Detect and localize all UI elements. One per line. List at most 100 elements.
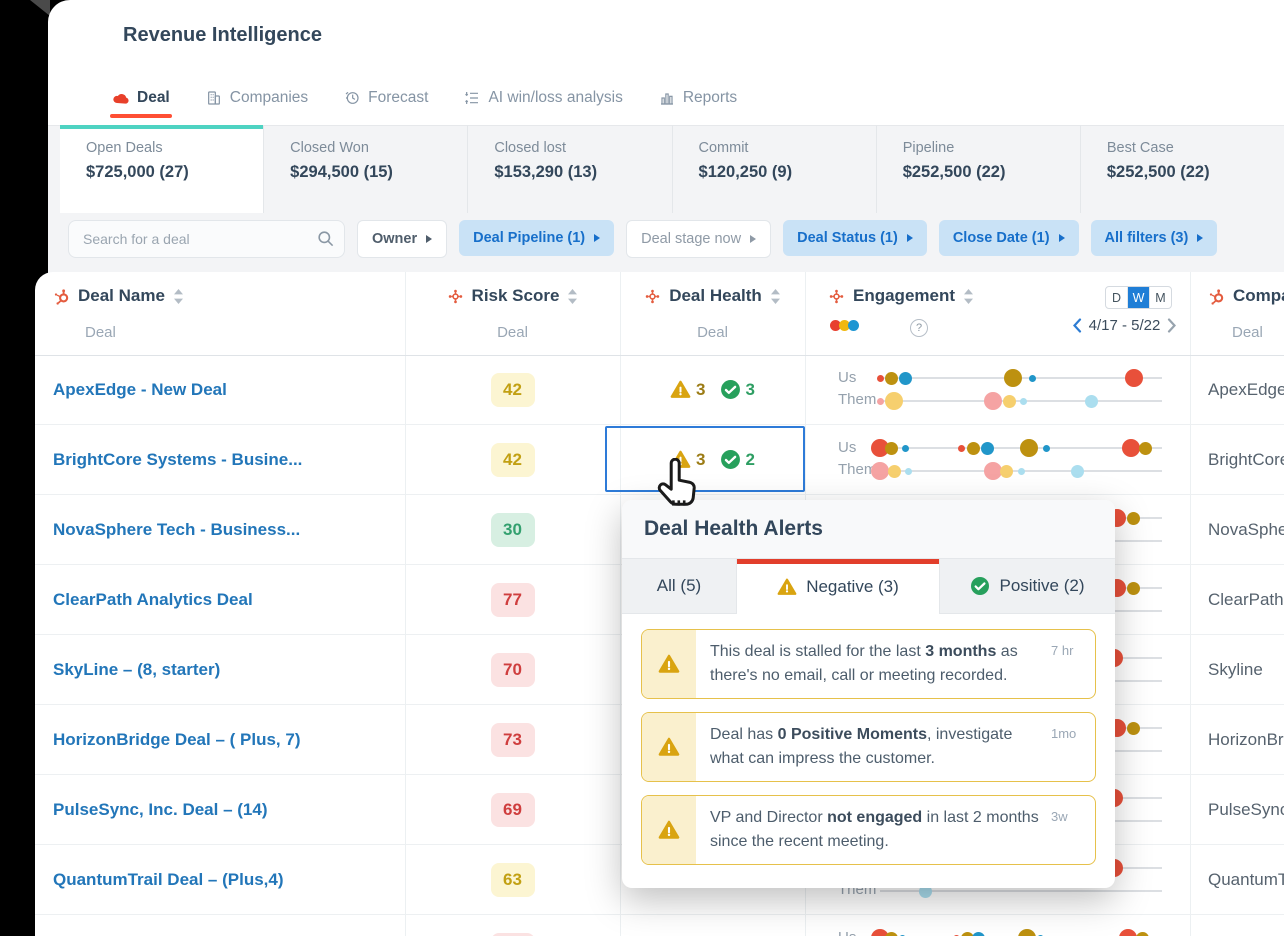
risk-score-badge: 77 (490, 582, 535, 617)
search-input[interactable] (68, 220, 345, 258)
company-name: ClearPath (1208, 589, 1284, 609)
summary-card-open-deals[interactable]: Open Deals $725,000 (27) (60, 125, 264, 213)
filter-pill-label: All filters (3) (1104, 230, 1189, 246)
summary-card-value: $725,000 (27) (86, 163, 189, 181)
help-icon[interactable]: ? (910, 319, 928, 337)
engagement-them-timeline (880, 884, 1162, 898)
positive-alerts: 2 (720, 449, 755, 470)
page-curl-decoration (30, 0, 50, 16)
column-label: Company (1233, 286, 1284, 305)
tab-ai-win-loss-analysis[interactable]: AI win/loss analysis (462, 78, 624, 118)
tab-label: Forecast (368, 89, 429, 106)
tab-companies[interactable]: Companies (204, 78, 310, 118)
engagement-dot (1003, 394, 1017, 408)
filter-pill-deal-pipeline-1-[interactable]: Deal Pipeline (1) (459, 220, 615, 256)
engagement-them-timeline (876, 392, 1162, 410)
column-header-deal-name[interactable]: Deal Name Deal (35, 272, 405, 355)
engagement-dot (884, 931, 898, 936)
alert-timestamp: 1mo (1051, 726, 1077, 741)
filter-pill-all-filters-3-[interactable]: All filters (3) (1090, 220, 1218, 256)
caret-right-icon (1197, 234, 1204, 242)
engagement-dot (1020, 439, 1039, 457)
summary-card-closed-won[interactable]: Closed Won $294,500 (15) (263, 125, 467, 213)
tab-label: Reports (682, 89, 738, 106)
engagement-dot (887, 464, 901, 478)
column-header-risk-score[interactable]: Risk Score Deal (405, 272, 620, 355)
tab-deal[interactable]: Deal (110, 78, 172, 118)
risk-score-cell: 63 (405, 845, 620, 914)
filter-pill-label: Deal Pipeline (1) (473, 230, 586, 246)
period-d[interactable]: D (1111, 290, 1122, 305)
engagement-dot (1127, 511, 1141, 525)
deal-name-link[interactable]: SkyLine – (8, starter) (53, 659, 221, 679)
summary-card-best-case[interactable]: Best Case $252,500 (22) (1079, 125, 1284, 213)
popup-tab-label: Negative (3) (806, 576, 899, 596)
engagement-dot (871, 462, 889, 480)
engagement-dot (1070, 464, 1084, 478)
risk-score-cell: 42 (405, 425, 620, 494)
chevron-right-icon[interactable] (1167, 318, 1177, 333)
popup-tab-all-5-[interactable]: All (5) (622, 559, 737, 614)
engagement-dot (1127, 581, 1141, 595)
deal-health-alerts-popup: Deal Health Alerts All (5) Negative (3) Po… (622, 500, 1115, 888)
risk-score-cell: 77 (405, 565, 620, 634)
check-icon (970, 576, 990, 596)
alert-icon-strip (642, 796, 696, 864)
summary-card-commit[interactable]: Commit $120,250 (9) (671, 125, 876, 213)
summary-card-value: $252,500 (22) (1106, 163, 1210, 181)
chevron-left-icon[interactable] (1072, 318, 1082, 333)
summary-card-label: Open Deals (86, 140, 163, 156)
deal-name-link[interactable]: NovaSphere Tech - Business... (53, 519, 301, 539)
forecast-icon (344, 90, 360, 106)
deal-name-link[interactable]: BrightCore Systems - Busine... (53, 449, 303, 469)
date-range-nav: 4/17 - 5/22 (1057, 317, 1192, 334)
negative-count: 3 (696, 379, 706, 399)
summary-card-pipeline[interactable]: Pipeline $252,500 (22) (875, 125, 1080, 213)
popup-alert-list: This deal is stalled for the last 3 mont… (622, 614, 1115, 880)
warning-icon (658, 819, 680, 841)
company-name: HorizonBridge (1208, 729, 1284, 749)
period-m[interactable]: M (1149, 287, 1171, 308)
period-w[interactable]: W (1127, 287, 1149, 308)
filter-pill-close-date-1-[interactable]: Close Date (1) (938, 220, 1079, 256)
engagement-legend (830, 320, 859, 331)
column-header-company[interactable]: Company Deal (1190, 272, 1284, 355)
positive-count: 2 (745, 449, 755, 469)
deal-name-link[interactable]: QuantumTrail Deal – (Plus,4) (53, 869, 284, 889)
deal-name-link[interactable]: HorizonBridge Deal – ( Plus, 7) (53, 729, 301, 749)
summary-card-closed-lost[interactable]: Closed lost $153,290 (13) (467, 125, 671, 213)
engagement-dot (1138, 441, 1152, 455)
sort-icon[interactable] (173, 288, 184, 305)
column-header-engagement[interactable]: Engagement? D W M 4/17 - 5/22 (805, 272, 1190, 355)
filter-pill-deal-status-1-[interactable]: Deal Status (1) (783, 220, 927, 256)
alert-card: Deal has 0 Positive Moments, investigate… (641, 712, 1096, 782)
engagement-them-label: Them (838, 461, 877, 478)
deal-name-link[interactable]: ApexEdge - New Deal (53, 379, 227, 399)
filter-pill-deal-stage-now[interactable]: Deal stage now (626, 220, 772, 258)
engagement-dot (1119, 929, 1138, 936)
tab-forecast[interactable]: Forecast (342, 78, 430, 118)
tab-reports[interactable]: Reports (657, 78, 739, 118)
sort-icon[interactable] (963, 288, 974, 305)
column-divider (405, 272, 406, 936)
filter-pill-owner[interactable]: Owner (357, 220, 448, 258)
sort-icon[interactable] (770, 288, 781, 305)
column-header-deal-health[interactable]: Deal Health Deal (620, 272, 805, 355)
deal-name-link[interactable]: PulseSync, Inc. Deal – (14) (53, 799, 268, 819)
positive-count: 3 (745, 379, 755, 399)
popup-tab-negative-3-[interactable]: Negative (3) (737, 559, 940, 614)
risk-score-cell: 69 (405, 775, 620, 844)
column-header-row: Company (1208, 286, 1284, 306)
deal-health-cell[interactable] (620, 915, 805, 936)
legend-dot (848, 320, 859, 331)
column-sublabel: Deal (497, 324, 528, 341)
column-sublabel: Deal (1232, 324, 1263, 341)
deal-name-link[interactable]: ClearPath Analytics Deal (53, 589, 253, 609)
caret-right-icon (426, 235, 433, 243)
sort-icon[interactable] (567, 288, 578, 305)
popup-tab-positive-2-[interactable]: Positive (2) (940, 559, 1115, 614)
filter-bar: Owner Deal Pipeline (1) Deal stage now Deal… (68, 220, 1218, 258)
hand-cursor-icon (650, 458, 700, 512)
